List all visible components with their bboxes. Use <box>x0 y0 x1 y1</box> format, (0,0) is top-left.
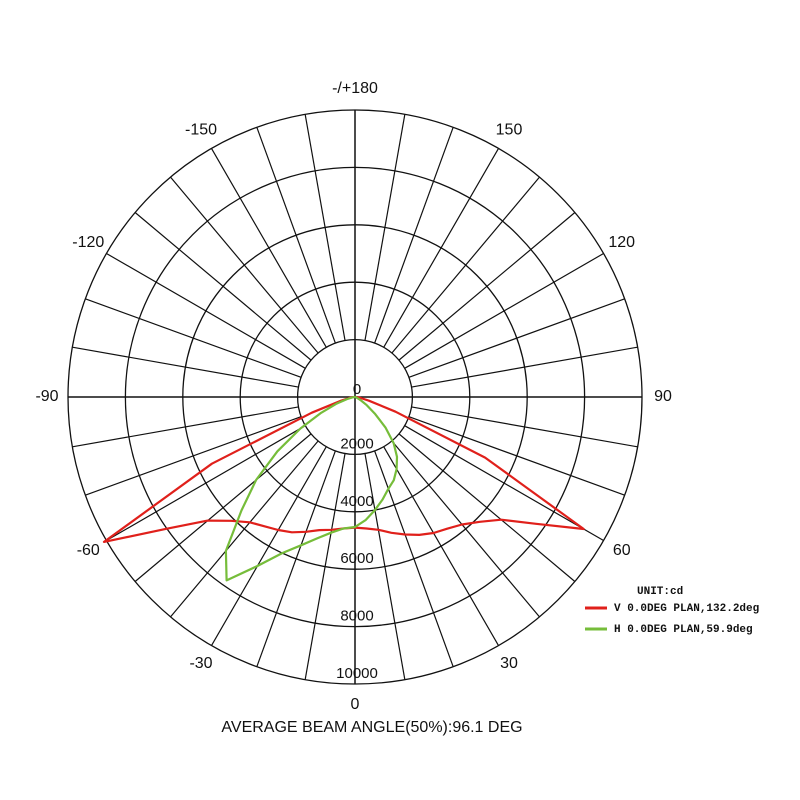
series-line <box>224 395 399 582</box>
chart-title: AVERAGE BEAM ANGLE(50%):96.1 DEG <box>221 719 522 736</box>
grid-spoke <box>134 212 312 361</box>
theta-tick-label: 0 <box>351 696 360 713</box>
theta-tick-label: 150 <box>496 121 523 138</box>
grid-spoke <box>408 298 625 378</box>
theta-tick-label: -60 <box>77 542 100 559</box>
r-tick-label: 4000 <box>340 493 373 510</box>
grid-spoke <box>72 406 299 448</box>
grid-spoke <box>170 440 319 618</box>
r-tick-label: 0 <box>353 381 361 398</box>
r-tick-label: 8000 <box>340 608 373 625</box>
theta-tick-label: -30 <box>189 655 212 672</box>
grid-spoke <box>383 446 500 646</box>
grid-spoke <box>404 425 604 542</box>
grid-spoke <box>398 433 576 582</box>
grid-spoke <box>106 252 306 369</box>
grid-spoke <box>134 433 312 582</box>
theta-tick-label: -/+180 <box>332 80 378 97</box>
grid-spoke <box>364 114 406 341</box>
grid-spoke <box>210 148 327 348</box>
grid-spoke <box>304 114 346 341</box>
legend-label: H 0.0DEG PLAN,59.9deg <box>614 624 753 636</box>
grid-spoke <box>256 450 336 667</box>
theta-tick-label: -120 <box>72 234 104 251</box>
grid-spoke <box>408 416 625 496</box>
grid-spoke <box>106 425 306 542</box>
grid-spoke <box>398 212 576 361</box>
r-tick-label: 6000 <box>340 550 373 567</box>
theta-tick-label: 120 <box>608 234 635 251</box>
theta-tick-label: 30 <box>500 655 518 672</box>
grid-spoke <box>391 176 540 354</box>
grid-spoke <box>85 298 302 378</box>
grid-spoke <box>210 446 327 646</box>
grid-spoke <box>411 406 638 448</box>
theta-tick-label: 60 <box>613 542 631 559</box>
grid-spoke <box>170 176 319 354</box>
r-tick-label: 10000 <box>336 665 378 682</box>
grid-spoke <box>383 148 500 348</box>
r-tick-label: 2000 <box>340 435 373 452</box>
unit-label: UNIT:cd <box>637 586 683 598</box>
grid-spoke <box>304 453 346 680</box>
grid-spoke <box>404 252 604 369</box>
theta-tick-label: -90 <box>35 388 58 405</box>
grid-spoke <box>256 127 336 344</box>
grid-spoke <box>364 453 406 680</box>
grid-spoke <box>374 450 454 667</box>
theta-tick-label: 90 <box>654 388 672 405</box>
grid-spoke <box>72 346 299 388</box>
legend-label: V 0.0DEG PLAN,132.2deg <box>614 603 759 615</box>
grid-spoke <box>411 346 638 388</box>
theta-tick-label: -150 <box>185 121 217 138</box>
grid-spoke <box>85 416 302 496</box>
grid-spoke <box>374 127 454 344</box>
grid-spoke <box>391 440 540 618</box>
